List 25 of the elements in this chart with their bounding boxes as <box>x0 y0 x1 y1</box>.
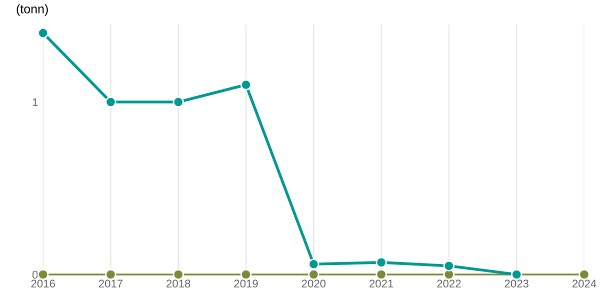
point <box>172 96 184 108</box>
x-tick-label: 2022 <box>437 280 461 288</box>
point <box>376 268 387 280</box>
point <box>443 260 455 272</box>
point <box>240 268 252 280</box>
y-tick-label: 0 <box>32 270 38 279</box>
x-tick-label: 2018 <box>166 280 190 288</box>
x-tick-label: 2017 <box>98 280 122 288</box>
y-axis-title: (tonn) <box>16 4 48 16</box>
x-tick-label: 2019 <box>234 280 258 288</box>
point <box>105 268 116 280</box>
point <box>308 268 320 280</box>
x-tick-label: 2016 <box>31 280 55 288</box>
point <box>308 258 320 270</box>
point <box>37 27 49 39</box>
point <box>240 79 252 90</box>
x-tick-label: 2024 <box>572 280 596 288</box>
y-tick-label: 1 <box>32 98 38 106</box>
point <box>172 268 184 280</box>
point <box>105 96 116 108</box>
x-tick-label: 2023 <box>504 280 528 288</box>
x-tick-label: 2021 <box>370 280 394 288</box>
point <box>578 268 590 280</box>
point <box>376 256 387 268</box>
x-tick-label: 2020 <box>302 280 326 288</box>
